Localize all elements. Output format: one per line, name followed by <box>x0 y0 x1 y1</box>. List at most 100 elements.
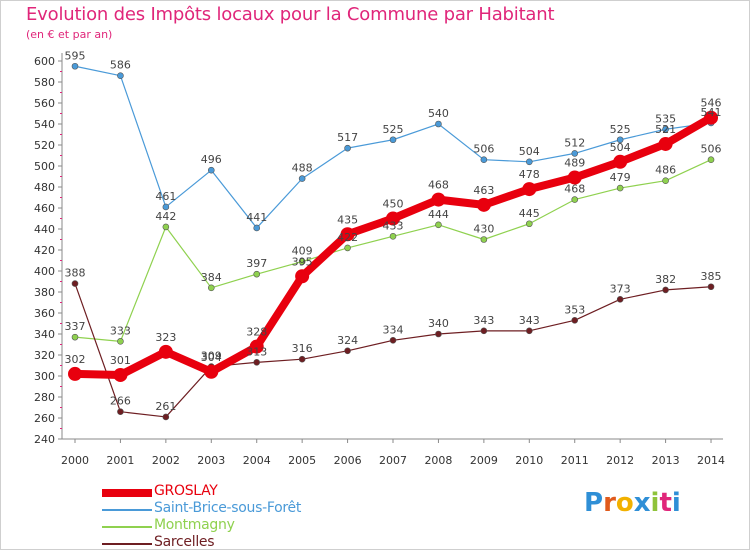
legend-label-saint-brice: Saint-Brice-sous-Forêt <box>154 500 302 516</box>
data-point-saint-brice <box>525 158 533 166</box>
data-label-groslay: 521 <box>655 123 676 136</box>
y-tick-label: 520 <box>34 139 55 152</box>
legend-item-groslay: GROSLAY <box>102 483 362 501</box>
data-point-montmagny <box>117 338 124 345</box>
data-label-saint-brice: 586 <box>110 59 131 72</box>
y-tick-label: 300 <box>34 370 55 383</box>
data-point-montmagny <box>435 221 442 229</box>
y-tick-label: 500 <box>34 160 55 173</box>
data-point-saint-brice <box>162 203 170 211</box>
y-tick-label: 280 <box>34 391 55 404</box>
data-label-groslay: 323 <box>155 331 176 344</box>
data-label-sarcelles: 353 <box>564 303 585 316</box>
data-point-groslay <box>295 269 310 284</box>
y-tick-label: 380 <box>34 286 55 299</box>
data-point-groslay <box>704 110 719 125</box>
data-point-saint-brice <box>662 125 669 133</box>
data-point-saint-brice <box>435 120 442 128</box>
legend-label-sarcelles: Sarcelles <box>154 534 215 550</box>
y-tick-label: 260 <box>34 412 55 425</box>
data-label-saint-brice: 461 <box>155 190 176 203</box>
data-label-montmagny: 444 <box>428 208 449 221</box>
y-tick-label: 480 <box>34 181 55 194</box>
data-label-groslay: 468 <box>428 179 449 192</box>
data-point-saint-brice <box>616 136 624 144</box>
x-tick-label: 2007 <box>379 454 407 467</box>
legend-swatch-groslay <box>102 489 152 497</box>
data-label-sarcelles: 343 <box>519 314 540 327</box>
data-point-saint-brice <box>298 175 306 182</box>
logo-letter: r <box>603 488 616 518</box>
data-point-sarcelles <box>117 408 124 416</box>
data-label-groslay: 546 <box>701 97 722 110</box>
data-label-saint-brice: 506 <box>473 143 494 156</box>
data-point-montmagny <box>71 333 79 341</box>
data-label-montmagny: 506 <box>701 143 722 156</box>
data-label-montmagny: 422 <box>337 231 358 244</box>
logo-letter: x <box>633 488 651 518</box>
data-point-montmagny <box>480 236 488 243</box>
data-label-montmagny: 384 <box>201 271 222 284</box>
y-tick-label: 460 <box>34 202 55 215</box>
legend-swatch-montmagny <box>102 526 152 528</box>
data-label-sarcelles: 373 <box>610 282 631 295</box>
x-tick-label: 2010 <box>515 454 543 467</box>
data-point-sarcelles <box>616 296 624 303</box>
x-tick-label: 2006 <box>334 454 362 467</box>
data-point-sarcelles <box>571 317 579 324</box>
data-point-montmagny <box>253 270 261 278</box>
data-label-sarcelles: 385 <box>701 270 722 283</box>
data-point-montmagny <box>616 184 624 192</box>
chart-subtitle: (en € et par an) <box>26 28 113 41</box>
data-label-saint-brice: 595 <box>65 49 86 62</box>
data-label-montmagny: 479 <box>610 171 631 184</box>
data-label-groslay: 328 <box>246 326 267 339</box>
data-label-sarcelles: 334 <box>383 323 404 336</box>
data-point-groslay <box>158 344 173 359</box>
data-point-saint-brice <box>117 72 124 79</box>
data-label-montmagny: 337 <box>65 320 86 333</box>
data-point-montmagny <box>344 244 351 252</box>
data-point-montmagny <box>389 233 397 240</box>
data-label-saint-brice: 541 <box>701 106 722 119</box>
x-tick-label: 2014 <box>697 454 725 467</box>
data-label-saint-brice: 517 <box>337 131 358 144</box>
y-tick-label: 340 <box>34 328 55 341</box>
data-point-saint-brice <box>253 224 261 232</box>
data-label-montmagny: 333 <box>110 324 131 337</box>
data-point-groslay <box>431 192 446 207</box>
data-label-saint-brice: 488 <box>292 162 313 175</box>
data-label-sarcelles: 324 <box>337 334 358 347</box>
y-tick-label: 440 <box>34 223 55 236</box>
data-point-groslay <box>613 154 628 169</box>
logo-letter: t <box>659 488 672 518</box>
data-label-groslay: 450 <box>383 198 404 211</box>
data-point-groslay <box>658 136 673 151</box>
data-point-saint-brice <box>71 62 79 70</box>
data-point-montmagny <box>207 284 215 292</box>
data-label-montmagny: 397 <box>246 257 267 270</box>
data-point-groslay <box>249 339 264 354</box>
x-tick-label: 2012 <box>606 454 634 467</box>
data-label-groslay: 302 <box>65 353 86 366</box>
legend-item-montmagny: Montmagny <box>102 517 362 535</box>
x-tick-label: 2008 <box>424 454 452 467</box>
data-point-sarcelles <box>707 283 715 291</box>
data-point-sarcelles <box>71 280 79 287</box>
x-tick-label: 2003 <box>197 454 225 467</box>
data-point-saint-brice <box>389 136 397 144</box>
data-point-sarcelles <box>435 330 442 338</box>
data-label-groslay: 478 <box>519 168 540 181</box>
data-label-saint-brice: 512 <box>564 136 585 149</box>
data-label-groslay: 463 <box>473 184 494 197</box>
x-tick-label: 2005 <box>288 454 316 467</box>
data-point-sarcelles <box>344 347 351 355</box>
data-label-montmagny: 433 <box>383 219 404 232</box>
series-line-montmagny <box>74 159 712 342</box>
data-label-montmagny: 468 <box>564 183 585 196</box>
data-point-groslay <box>68 366 82 381</box>
data-point-groslay <box>386 211 401 226</box>
data-label-sarcelles: 316 <box>292 342 313 355</box>
